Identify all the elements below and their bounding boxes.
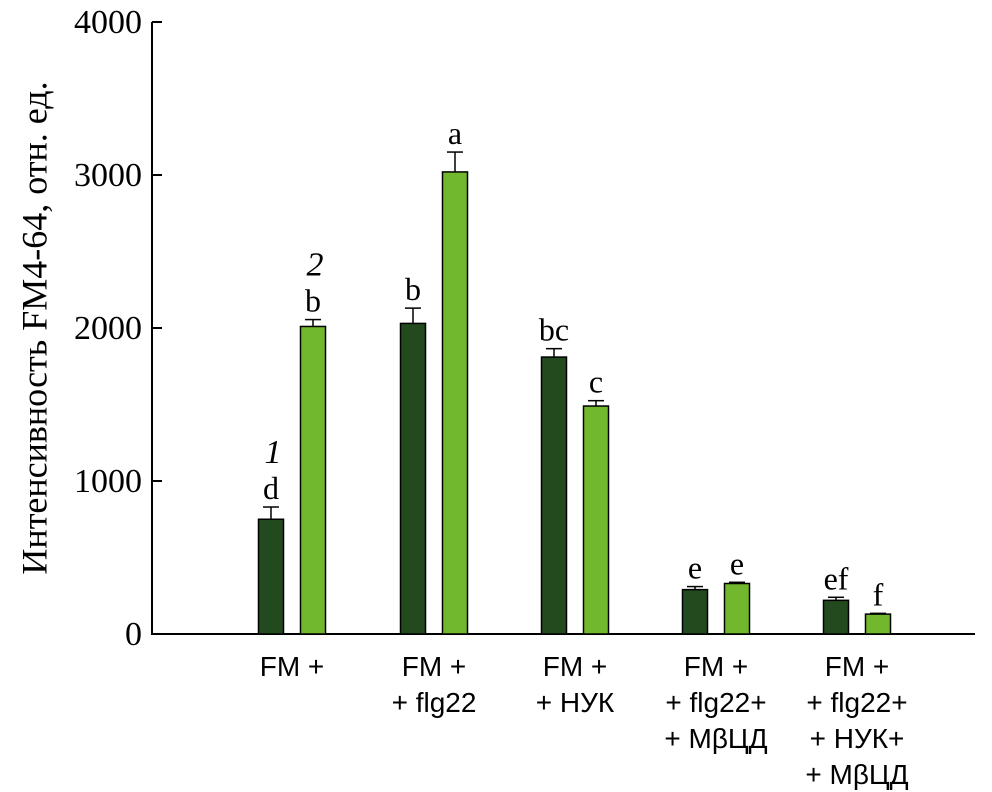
significance-letter: e <box>688 550 702 586</box>
significance-letter: b <box>305 283 321 319</box>
y-tick-label: 2000 <box>74 310 142 347</box>
series-label: 2 <box>307 247 324 284</box>
category-label: + НУК <box>536 687 615 718</box>
bar <box>540 356 568 635</box>
bar <box>822 599 850 635</box>
bar <box>441 171 469 635</box>
y-axis-ticks: 0 1000 2000 3000 4000 <box>74 4 162 653</box>
category-label: FM + <box>260 651 325 682</box>
significance-letter: e <box>730 545 744 581</box>
category-label: + НУК+ <box>810 723 905 754</box>
category-label: FM + <box>825 651 890 682</box>
category-label: + MβЦД <box>664 723 767 754</box>
significance-letter: a <box>448 115 462 151</box>
category-label: + flg22+ <box>665 687 766 718</box>
category-label: + MβЦД <box>805 759 908 790</box>
bar <box>723 582 751 635</box>
category-label: + flg22 <box>392 687 477 718</box>
significance-letter: bc <box>539 312 569 348</box>
significance-letter: d <box>263 470 279 506</box>
bar <box>582 405 610 635</box>
bar <box>864 613 892 635</box>
significance-letter: ef <box>824 560 849 596</box>
significance-letter: b <box>405 271 421 307</box>
significance-letter: c <box>589 364 603 400</box>
category-label: FM + <box>543 651 608 682</box>
y-tick-label: 1000 <box>74 463 142 500</box>
bars <box>257 151 892 635</box>
category-label: FM + <box>684 651 749 682</box>
significance-letter: f <box>873 576 884 612</box>
bar <box>681 588 709 635</box>
y-tick-label: 4000 <box>74 4 142 41</box>
axes: Интенсивность FM4-64, отн. ед. <box>14 22 975 635</box>
y-tick-label: 0 <box>125 616 142 653</box>
y-axis-label: Интенсивность FM4-64, отн. ед. <box>14 81 54 574</box>
bar <box>257 518 285 635</box>
series-label: 1 <box>265 434 282 471</box>
y-tick-label: 3000 <box>74 157 142 194</box>
category-label: + flg22+ <box>806 687 907 718</box>
category-label: FM + <box>402 651 467 682</box>
bar <box>399 322 427 635</box>
bar <box>299 325 327 635</box>
